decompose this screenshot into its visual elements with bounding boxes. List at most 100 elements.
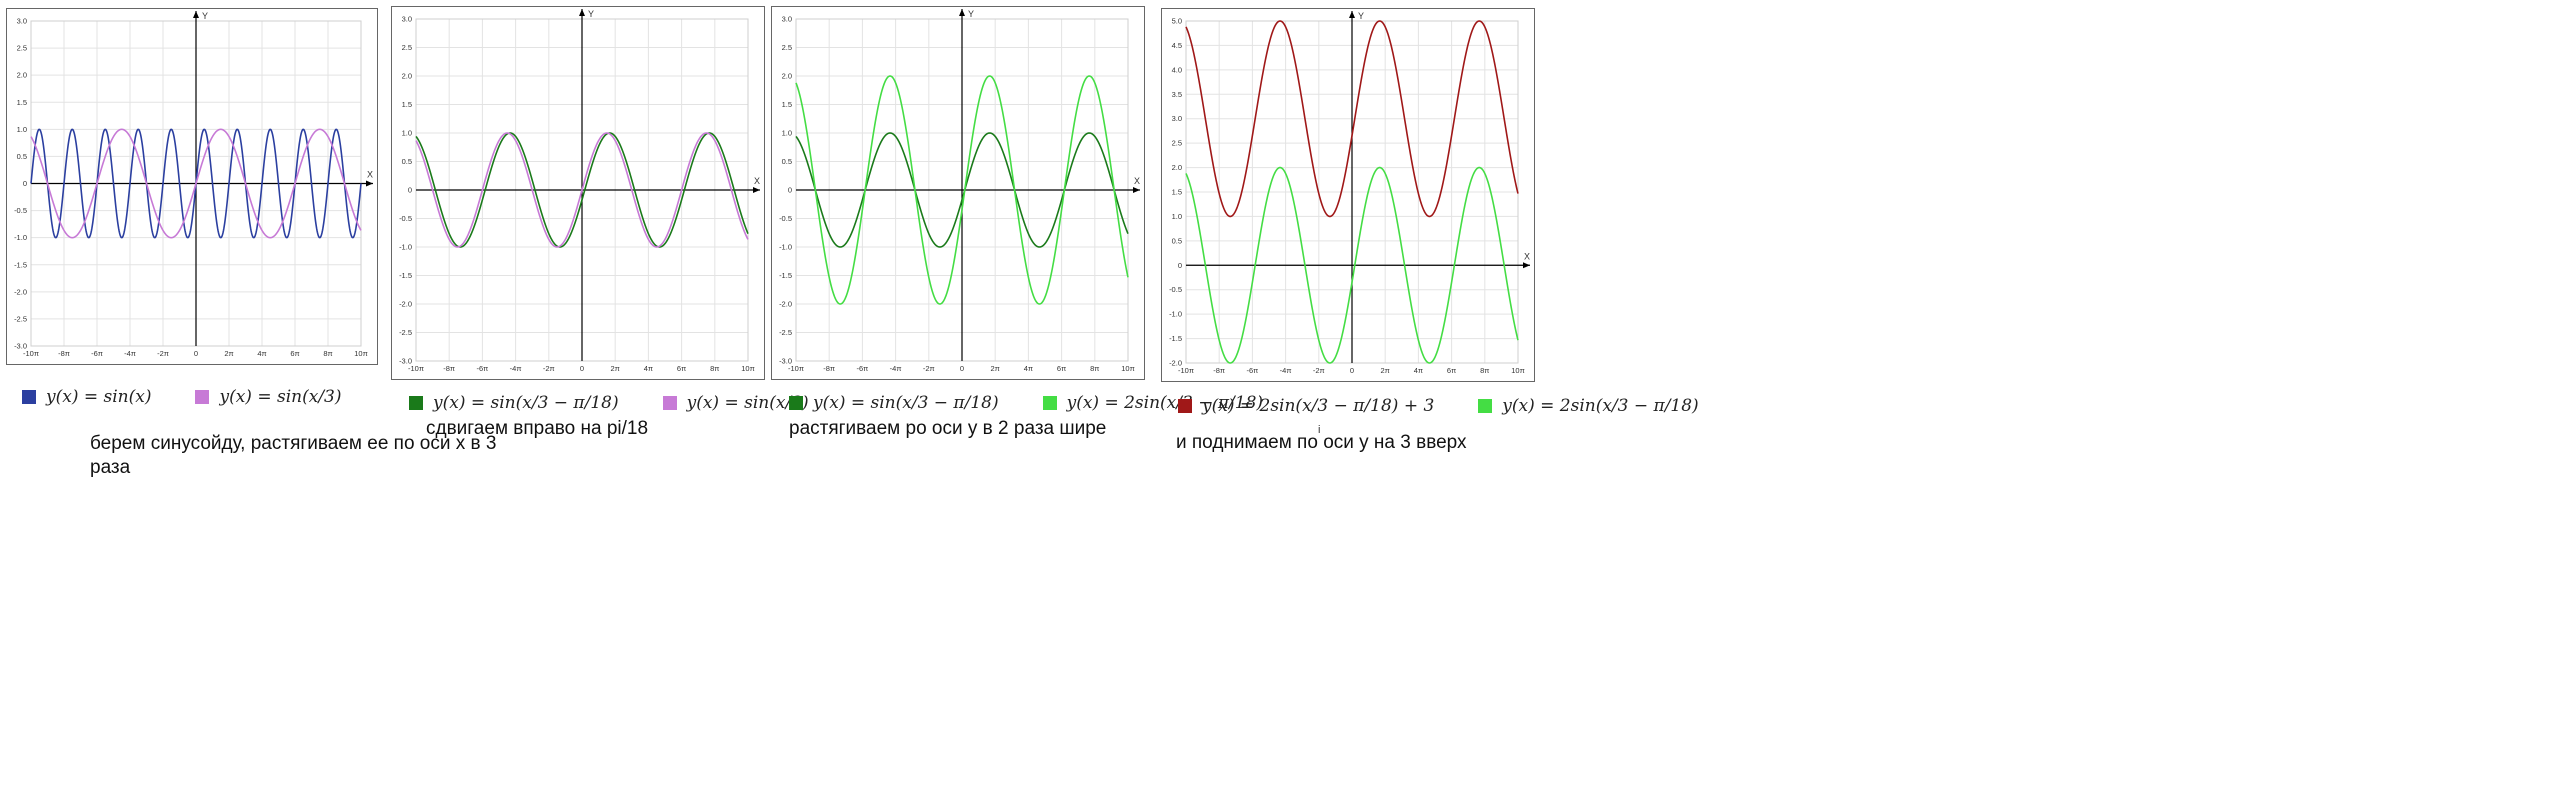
- x-tick-label: 6π: [1057, 364, 1066, 373]
- x-tick-label: 2π: [611, 364, 620, 373]
- y-axis-arrow: [959, 9, 965, 16]
- y-tick-label: -3.0: [779, 357, 792, 366]
- x-tick-label: 10π: [741, 364, 755, 373]
- y-tick-label: 3.0: [782, 15, 792, 24]
- y-tick-label: -2.5: [14, 314, 27, 323]
- x-tick-label: -8π: [443, 364, 455, 373]
- x-tick-label: -6π: [91, 349, 103, 358]
- chart-panel-4: -2.0 -1.5 -1.0 -0.5 0 0.5 1.0 1.5 2.0 2.5 3.0 3.5 4.…: [1161, 8, 1535, 382]
- x-tick-label: -4π: [510, 364, 522, 373]
- x-tick-label: 10π: [354, 349, 368, 358]
- x-tick-label: -8π: [58, 349, 70, 358]
- y-tick-label: 4.5: [1172, 41, 1182, 50]
- y-tick-label: 1.5: [17, 98, 27, 107]
- y-tick-label: 3.0: [402, 15, 412, 24]
- y-tick-label: -0.5: [14, 206, 27, 215]
- series-line-2: [30, 128, 362, 239]
- y-tick-label: 0.5: [17, 152, 27, 161]
- series-line-2: [795, 75, 1129, 305]
- x-tick-label: 6π: [677, 364, 686, 373]
- legend-3-swatch-2: [1042, 396, 1057, 410]
- chart-2-svg: -3.0 -2.5 -2.0 -1.5 -1.0 -0.5 0 0.5 1.0 1.5 2.0 2.5…: [399, 9, 760, 373]
- y-tick-label: -2.0: [779, 300, 792, 309]
- caption-1: берем синусойду, растягиваем ее по оси х…: [90, 433, 497, 478]
- chart-panel-3: -3.0 -2.5 -2.0 -1.5 -1.0 -0.5 0 0.5 1.0 1.5 2.0 2.5…: [771, 6, 1145, 380]
- x-axis-arrow: [753, 187, 760, 193]
- y-tick-label: 1.0: [782, 129, 792, 138]
- x-tick-label: 4π: [644, 364, 653, 373]
- y-tick-label: -1.5: [399, 271, 412, 280]
- x-tick-label: -4π: [124, 349, 136, 358]
- x-axis-label: X: [1134, 176, 1140, 186]
- x-axis-label: X: [754, 176, 760, 186]
- stray-mark: i: [1318, 424, 1321, 436]
- caption-3: растягиваем ро оси у в 2 раза шире: [789, 418, 1107, 439]
- y-tick-label: 5.0: [1172, 17, 1182, 26]
- chart-3-svg: -3.0 -2.5 -2.0 -1.5 -1.0 -0.5 0 0.5 1.0 1.5 2.0 2.5…: [779, 9, 1140, 373]
- x-tick-label: 2π: [224, 349, 233, 358]
- x-tick-label: -8π: [1213, 366, 1225, 375]
- x-tick-label: 2π: [991, 364, 1000, 373]
- legend-4-swatch-2: [1478, 399, 1493, 413]
- y-axis-arrow: [193, 11, 199, 18]
- y-tick-label: 0.5: [402, 157, 412, 166]
- legend-3-swatch-1: [789, 396, 803, 410]
- legend-2-swatch-1: [409, 396, 423, 410]
- legend-2-label-2: y(x) = sin(x/3): [686, 393, 809, 413]
- x-axis-label: X: [1524, 251, 1530, 261]
- y-tick-label: 4.0: [1172, 65, 1182, 74]
- y-tick-label: -2.5: [779, 328, 792, 337]
- legend-1-swatch-2: [195, 390, 210, 404]
- y-tick-label: 2.5: [17, 44, 27, 53]
- x-tick-label: 0: [1350, 366, 1354, 375]
- caption-4: и поднимаем по оси у на 3 вверх: [1176, 432, 1467, 453]
- y-tick-label: -1.5: [779, 271, 792, 280]
- series-line-2: [415, 132, 749, 248]
- y-tick-label: 0.5: [782, 157, 792, 166]
- x-tick-label: 8π: [1090, 364, 1099, 373]
- x-tick-label: -10π: [23, 349, 39, 358]
- y-tick-label: -3.0: [14, 342, 27, 351]
- legend-4-label-1: y(x) = 2sin(x/3 − π/18) + 3: [1202, 396, 1435, 416]
- x-axis-arrow: [1133, 187, 1140, 193]
- x-tick-label: -10π: [788, 364, 804, 373]
- y-tick-label: 0: [1178, 261, 1182, 270]
- y-tick-label: -2.5: [399, 328, 412, 337]
- chart-panel-1: -3.0 -2.5 -2.0 -1.5 -1.0 -0.5 0 0.5 1.0 1.5 2.0 2.5…: [6, 8, 378, 365]
- y-tick-label: -1.0: [1169, 310, 1182, 319]
- y-tick-label: 2.0: [1172, 163, 1182, 172]
- y-tick-label: 2.0: [17, 71, 27, 80]
- y-tick-label: -0.5: [399, 214, 412, 223]
- caption-2: сдвигаем вправо на pi/18: [426, 418, 649, 439]
- y-tick-label: 3.0: [1172, 114, 1182, 123]
- x-tick-label: -6π: [476, 364, 488, 373]
- x-tick-label: 8π: [323, 349, 332, 358]
- x-tick-label: 4π: [1414, 366, 1423, 375]
- series-line-2: [1185, 166, 1519, 364]
- chart-1-svg: -3.0 -2.5 -2.0 -1.5 -1.0 -0.5 0 0.5 1.0 1.5 2.0 2.5…: [14, 11, 373, 358]
- y-tick-label: -2.0: [1169, 359, 1182, 368]
- y-tick-label: 1.5: [402, 100, 412, 109]
- x-tick-label: 8π: [1480, 366, 1489, 375]
- x-tick-label: 8π: [710, 364, 719, 373]
- y-tick-label: 1.0: [17, 125, 27, 134]
- x-tick-label: 6π: [290, 349, 299, 358]
- y-tick-label: -3.0: [399, 357, 412, 366]
- x-tick-label: 10π: [1121, 364, 1135, 373]
- x-tick-label: -2π: [157, 349, 169, 358]
- chart-panel-2: -3.0 -2.5 -2.0 -1.5 -1.0 -0.5 0 0.5 1.0 1.5 2.0 2.5…: [391, 6, 765, 380]
- x-tick-label: 6π: [1447, 366, 1456, 375]
- y-tick-label: 1.0: [402, 129, 412, 138]
- x-tick-label: 0: [194, 349, 198, 358]
- legend-2: y(x) = sin(x/3 − π/18) y(x) = sin(x/3): [409, 393, 853, 413]
- y-tick-label: 2.0: [782, 72, 792, 81]
- y-axis-arrow: [1349, 11, 1355, 18]
- x-tick-label: -2π: [1313, 366, 1325, 375]
- x-tick-label: 10π: [1511, 366, 1525, 375]
- series-line-1: [795, 132, 1129, 248]
- y-tick-label: -0.5: [779, 214, 792, 223]
- y-tick-label: -1.0: [779, 243, 792, 252]
- x-axis-arrow: [366, 180, 373, 187]
- y-tick-label: 3.0: [17, 17, 27, 26]
- legend-4-swatch-1: [1178, 399, 1192, 413]
